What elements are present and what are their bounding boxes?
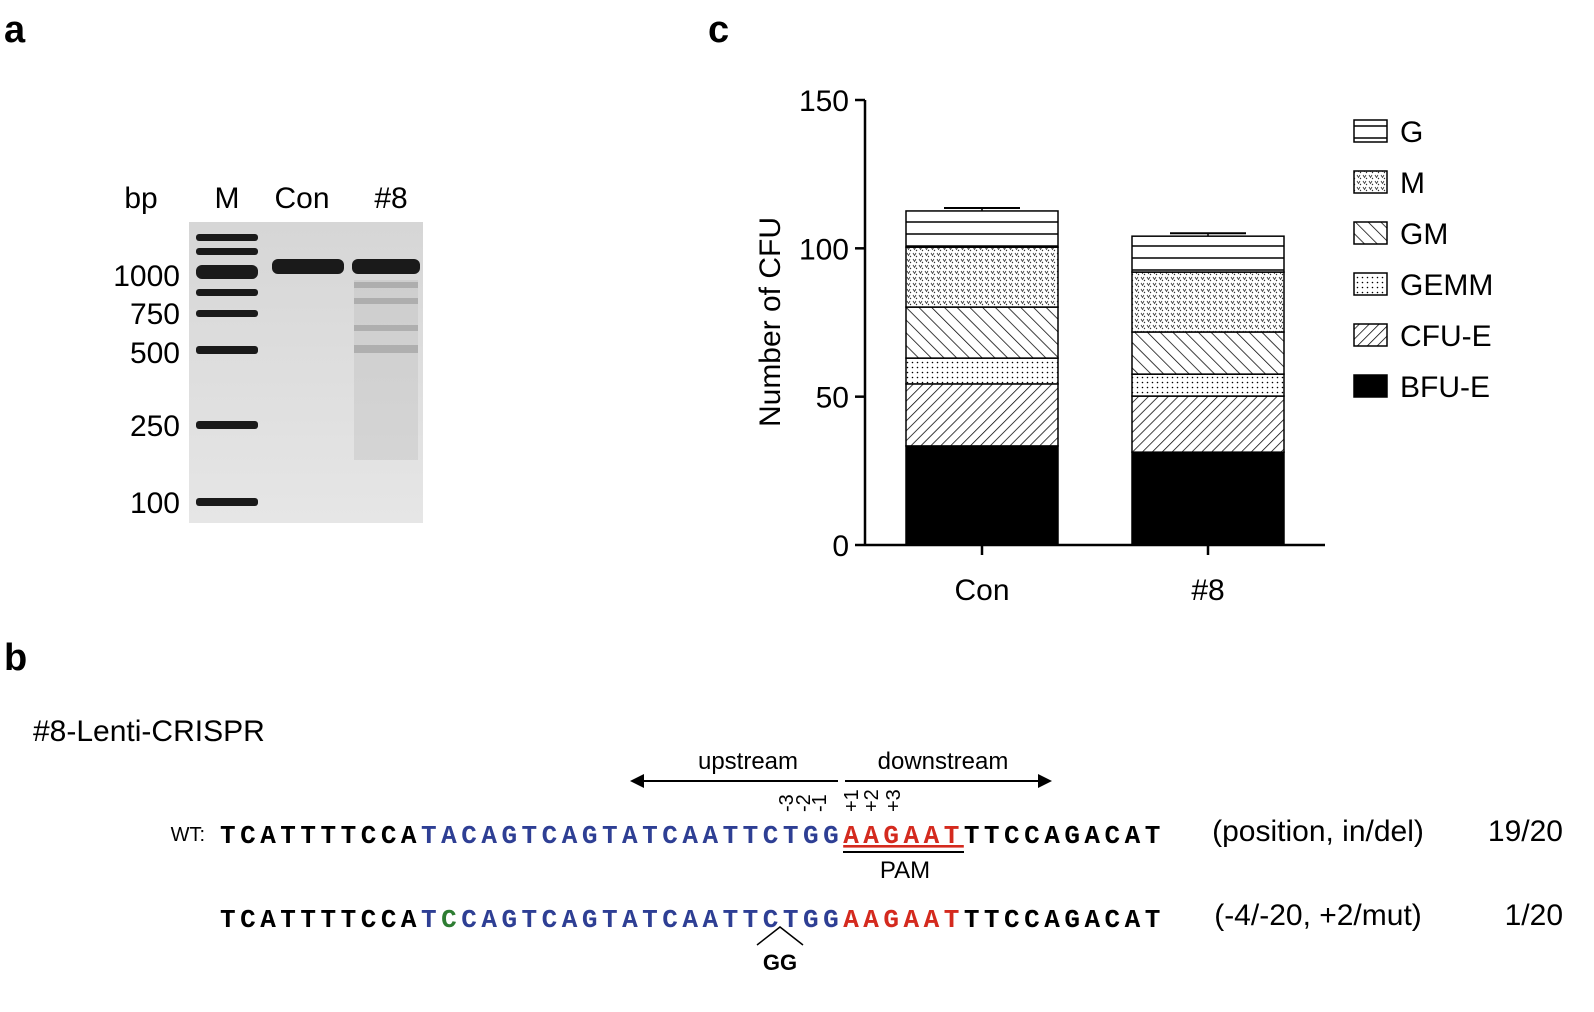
legend-swatch (1353, 119, 1388, 143)
sequence-segment: CAGTCAGTATCAATTCTGG (461, 905, 843, 935)
gel-image (189, 222, 423, 523)
error-bar (1170, 232, 1246, 237)
count-label: 19/20 (1488, 815, 1563, 848)
bar-segment (1131, 235, 1285, 273)
y-tick-label: 150 (799, 85, 849, 118)
x-tick-label: #8 (1191, 574, 1224, 607)
bar-segment (905, 357, 1059, 385)
sequence-segment: TCATTTTCCA (220, 821, 421, 851)
sequence-segment: AAGAAT (843, 821, 964, 851)
bar-segment (1131, 373, 1285, 397)
sequence-segment: TTCCAGACAT (964, 905, 1165, 935)
change-label: (-4/-20, +2/mut) (1214, 899, 1422, 932)
panel-letter: a (4, 9, 26, 51)
legend-swatch (1353, 170, 1388, 194)
bar-segment (905, 210, 1059, 248)
count-label: 1/20 (1505, 899, 1563, 932)
downstream-label: downstream (878, 748, 1009, 775)
x-tick-label: Con (954, 574, 1009, 607)
legend-label: BFU-E (1400, 371, 1490, 404)
y-tick-label: 0 (832, 530, 849, 563)
sequence-segment: T (421, 905, 441, 935)
lane-label: #8 (374, 182, 407, 215)
position-label: -2 (793, 794, 815, 812)
position-label: -1 (809, 794, 831, 812)
position-label: +2 (861, 789, 883, 812)
panel-letter: c (708, 9, 729, 51)
upstream-label: upstream (698, 748, 798, 775)
legend-swatch (1353, 323, 1388, 347)
unit-label: bp (124, 182, 157, 215)
size-label: 500 (130, 337, 180, 370)
bar-segment (1131, 451, 1285, 546)
sequence: TCATTTTCCATCCAGTCAGTATCAATTCTGGAAGAATTTC… (220, 905, 1165, 935)
bar-segment (905, 306, 1059, 359)
size-label: 100 (130, 487, 180, 520)
sequence-segment: TTCCAGACAT (964, 821, 1165, 851)
legend-label: G (1400, 116, 1423, 149)
legend-swatch (1353, 374, 1388, 398)
change-label: (position, in/del) (1212, 815, 1424, 848)
size-label: 750 (130, 298, 180, 331)
legend-swatch (1353, 272, 1388, 296)
sequence-segment: TCATTTTCCA (220, 905, 421, 935)
size-label: 1000 (113, 260, 180, 293)
legend-swatch (1353, 221, 1388, 245)
sequence-segment: C (441, 905, 461, 935)
legend-label: M (1400, 167, 1425, 200)
legend-label: GEMM (1400, 269, 1493, 302)
y-tick-label: 100 (799, 233, 849, 266)
bar-segment (1131, 395, 1285, 453)
direction-arrows (630, 774, 1052, 946)
bar-segment (1131, 271, 1285, 333)
position-label: +3 (883, 789, 905, 812)
pam-label: PAM (880, 857, 930, 884)
bar-segment (905, 383, 1059, 447)
bar-segment (905, 445, 1059, 546)
panel-letter: b (4, 637, 27, 679)
legend-label: GM (1400, 218, 1448, 251)
lane-label: M (215, 182, 240, 215)
construct-title: #8-Lenti-CRISPR (33, 715, 265, 748)
row-label: WT: (171, 824, 205, 846)
legend-label: CFU-E (1400, 320, 1492, 353)
y-tick-label: 50 (816, 382, 849, 415)
position-label: -3 (776, 794, 798, 812)
position-label: +1 (841, 789, 863, 812)
lane-label: Con (274, 182, 329, 215)
insertion-label: GG (763, 950, 797, 975)
error-bar (944, 206, 1020, 211)
sequence-segment: AAGAAT (843, 905, 964, 935)
y-axis-title: Number of CFU (754, 217, 787, 427)
bar-segment (905, 246, 1059, 308)
sequence: TCATTTTCCATACAGTCAGTATCAATTCTGGAAGAATTTC… (220, 821, 1165, 851)
bar-segment (1131, 331, 1285, 375)
size-label: 250 (130, 410, 180, 443)
sequence-segment: TACAGTCAGTATCAATTCTGG (421, 821, 843, 851)
